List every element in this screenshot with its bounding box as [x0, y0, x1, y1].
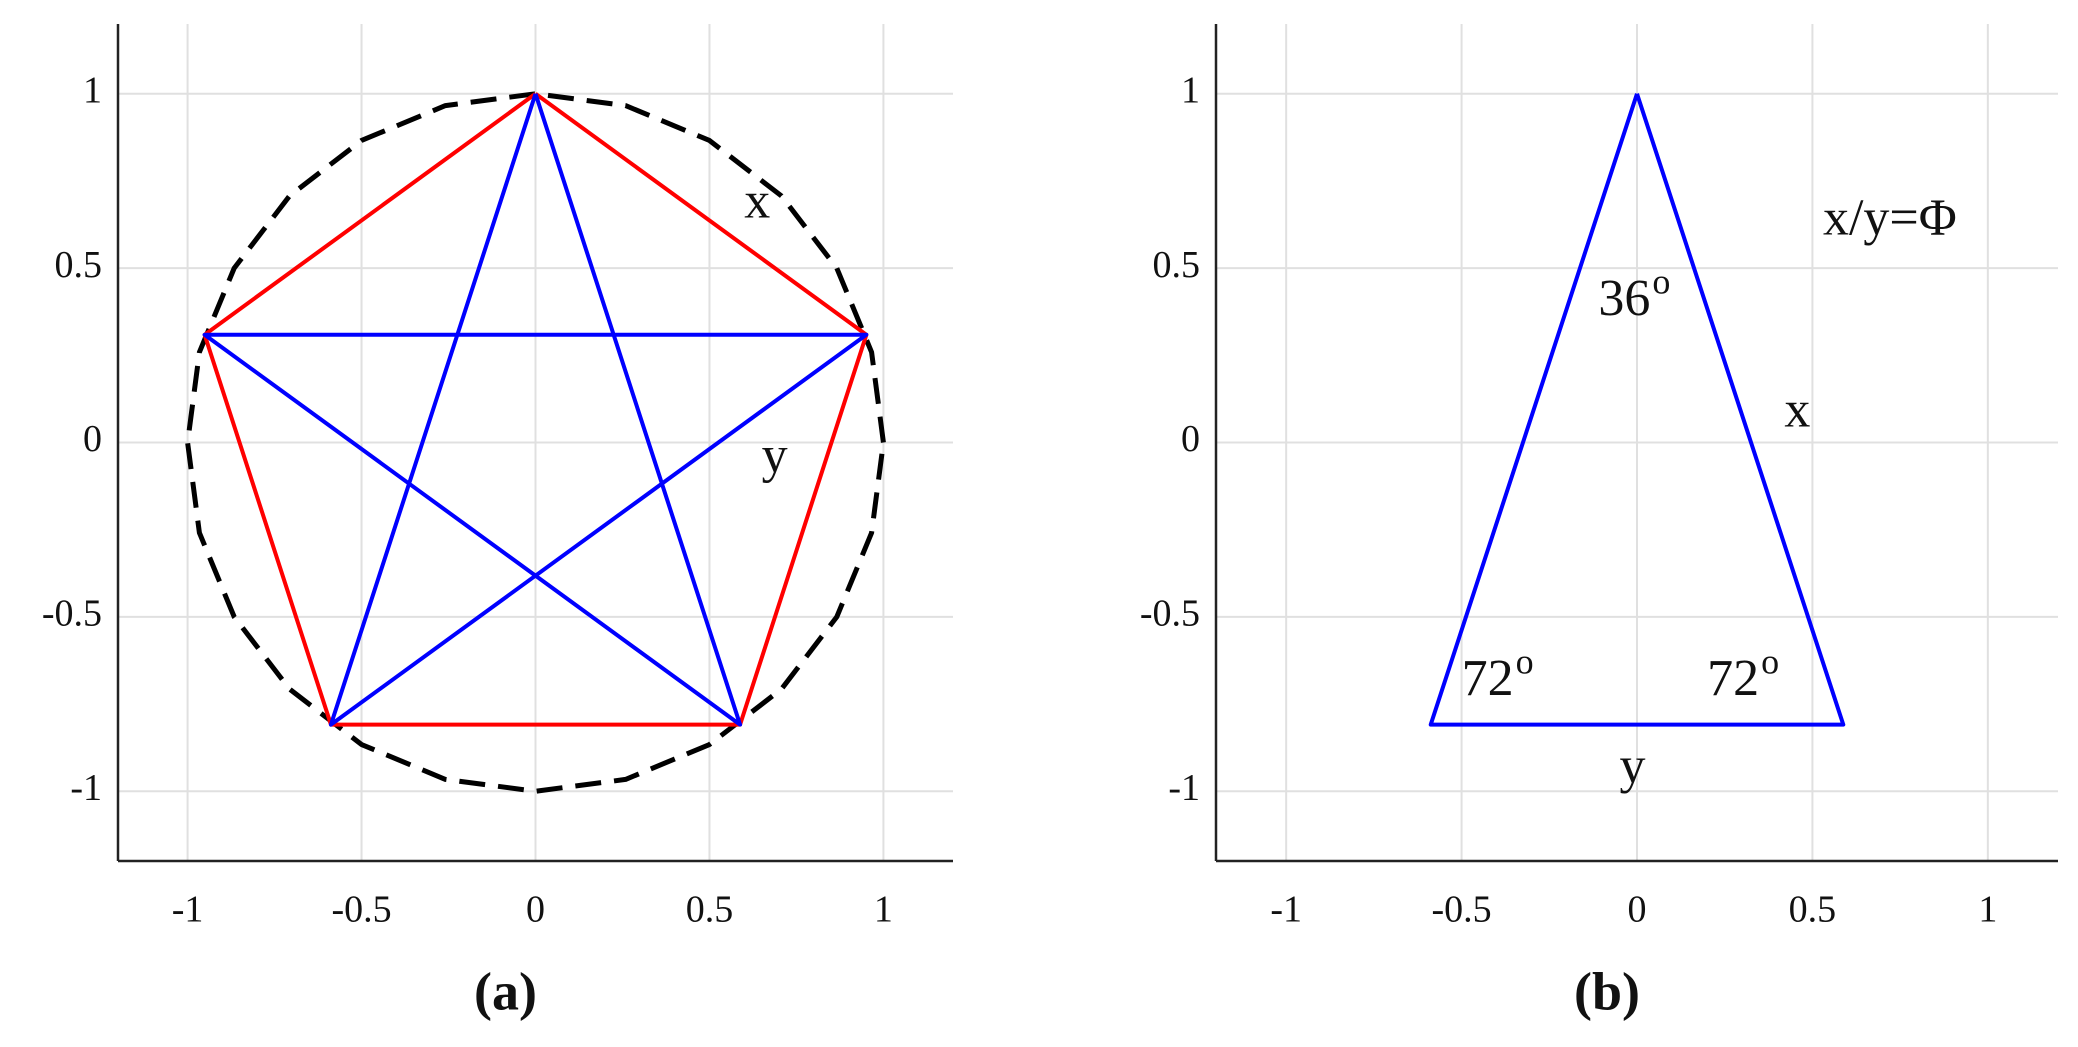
panel-label: (a) — [474, 961, 537, 1021]
x-tick-label: -0.5 — [331, 889, 391, 931]
x-tick-label: 1 — [874, 889, 893, 931]
x-tick-label: 0.5 — [1789, 889, 1837, 931]
y-tick-label: 0 — [1181, 418, 1200, 460]
annotation-superscript: o — [1516, 641, 1534, 681]
series-line — [185, 91, 886, 794]
annotation: y — [762, 427, 788, 484]
y-tick-label: -0.5 — [1140, 593, 1200, 635]
x-tick-label: 0 — [1628, 889, 1647, 931]
y-tick-label: -1 — [1168, 767, 1200, 809]
annotation-superscript: o — [1761, 641, 1779, 681]
y-tick-label: 1 — [83, 69, 102, 111]
y-tick-label: 0.5 — [1153, 244, 1201, 286]
x-tick-label: -0.5 — [1432, 889, 1492, 931]
x-tick-label: 0 — [526, 889, 545, 931]
x-tick-label: -1 — [172, 889, 204, 931]
annotation: x — [744, 172, 770, 229]
series-line — [202, 92, 869, 727]
annotation: 72 — [1462, 650, 1514, 707]
series-line — [202, 93, 869, 727]
annotation: y — [1619, 737, 1645, 794]
x-tick-label: -1 — [1270, 889, 1302, 931]
y-tick-label: -0.5 — [42, 593, 102, 635]
y-tick-label: 0 — [83, 418, 102, 460]
annotation-superscript: o — [1652, 261, 1670, 301]
annotation: 72 — [1707, 650, 1759, 707]
x-tick-label: 1 — [1978, 889, 1997, 931]
annotation: x/y=Φ — [1823, 190, 1957, 247]
series-line — [1428, 93, 1846, 727]
panel-label: (b) — [1574, 961, 1640, 1021]
x-tick-label: 0.5 — [686, 889, 734, 931]
y-tick-label: 0.5 — [55, 244, 103, 286]
y-tick-label: -1 — [70, 767, 102, 809]
annotation: x — [1784, 382, 1810, 439]
y-tick-label: 1 — [1181, 69, 1200, 111]
annotation: 36 — [1598, 270, 1650, 327]
